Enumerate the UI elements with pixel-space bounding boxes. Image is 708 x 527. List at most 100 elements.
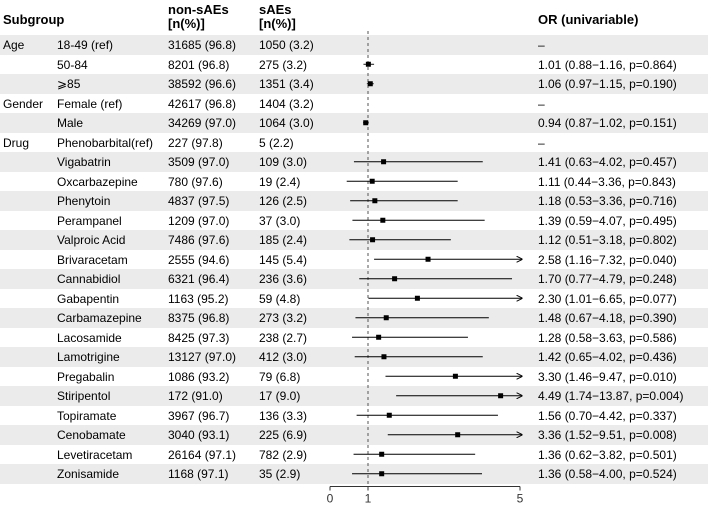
non-saes-cell: 3509 (97.0) — [168, 155, 230, 169]
header-or: OR (univariable) — [538, 12, 639, 27]
subgroup-label: Male — [57, 116, 84, 130]
or-text-cell: 2.58 (1.16−7.32, p=0.040) — [538, 252, 677, 267]
estimate-point — [365, 61, 371, 67]
or-text-cell: 1.11 (0.44−3.36, p=0.843) — [538, 174, 676, 189]
saes-cell: 275 (3.2) — [259, 57, 308, 72]
or-text-cell: 3.30 (1.46−9.47, p=0.010) — [538, 369, 677, 384]
non-saes-cell: 8425 (97.3) — [168, 330, 230, 345]
saes-cell: 145 (5.4) — [259, 252, 308, 267]
or-text-cell: 1.01 (0.88−1.16, p=0.864) — [538, 57, 677, 72]
estimate-point — [425, 256, 431, 262]
table-row: ⩾85 38592 (96.6) 1351 (3.4) 1.06 (0.97−1.15… — [0, 74, 708, 94]
table-row: Perampanel 1209 (97.0) 37 (3.0) 1.39 (0.59−… — [0, 211, 708, 231]
non-saes-cell: 780 (97.6) — [168, 174, 223, 189]
or-text-cell: 0.94 (0.87−1.02, p=0.151) — [538, 116, 677, 130]
estimate-point — [452, 373, 458, 379]
subgroup-label: Brivaracetam — [57, 252, 128, 267]
non-saes-cell: 31685 (96.8) — [168, 38, 237, 52]
estimate-point — [376, 334, 382, 340]
or-text-cell: 1.70 (0.77−4.79, p=0.248) — [538, 272, 677, 286]
or-text-cell: 1.12 (0.51−3.18, p=0.802) — [538, 233, 677, 247]
saes-cell: 35 (2.9) — [259, 467, 301, 481]
saes-cell: 238 (2.7) — [259, 330, 308, 345]
saes-cell: 79 (6.8) — [259, 369, 301, 384]
estimate-point — [383, 315, 389, 321]
header-subgroup: Subgroup — [3, 12, 65, 27]
saes-cell: 126 (2.5) — [259, 194, 308, 208]
or-text-cell: 1.48 (0.67−4.18, p=0.390) — [538, 311, 677, 325]
saes-cell: 109 (3.0) — [259, 155, 308, 169]
group-label: Age — [3, 38, 25, 52]
x-tick-label: 5 — [517, 492, 524, 506]
subgroup-label: Lamotrigine — [57, 350, 120, 364]
saes-cell: 1351 (3.4) — [259, 77, 314, 91]
estimate-point — [498, 393, 504, 399]
subgroup-label: Phenytoin — [57, 194, 111, 208]
or-text-cell: 1.06 (0.97−1.15, p=0.190) — [538, 77, 677, 91]
saes-cell: 136 (3.3) — [259, 408, 308, 423]
x-tick-label: 0 — [327, 492, 334, 506]
saes-cell: 185 (2.4) — [259, 233, 308, 247]
subgroup-label: 18-49 (ref) — [57, 38, 114, 52]
group-label: Gender — [3, 96, 44, 111]
or-text-cell: 3.36 (1.52−9.51, p=0.008) — [538, 428, 677, 442]
estimate-point — [367, 81, 373, 87]
subgroup-label: Topiramate — [57, 408, 117, 423]
header-non-saes-unit: [n(%)] — [168, 16, 205, 31]
header-saes: sAEs — [259, 2, 292, 17]
saes-cell: 37 (3.0) — [259, 213, 301, 228]
subgroup-label: Zonisamide — [57, 467, 120, 481]
subgroup-label: Oxcarbazepine — [57, 174, 138, 189]
subgroup-label: Perampanel — [57, 213, 122, 228]
saes-cell: 5 (2.2) — [259, 135, 294, 150]
table-row: Cenobamate 3040 (93.1) 225 (6.9) 3.36 (1.52… — [0, 425, 708, 445]
estimate-point — [414, 295, 420, 301]
non-saes-cell: 42617 (96.8) — [168, 96, 237, 111]
non-saes-cell: 1086 (93.2) — [168, 369, 230, 384]
saes-cell: 1404 (3.2) — [259, 96, 314, 111]
subgroup-label: Pregabalin — [57, 369, 115, 384]
estimate-point — [381, 159, 387, 165]
estimate-point — [369, 178, 375, 184]
or-text-cell: – — [538, 38, 545, 52]
non-saes-cell: 38592 (96.6) — [168, 77, 237, 91]
non-saes-cell: 6321 (96.4) — [168, 272, 230, 286]
or-text-cell: 1.36 (0.58−4.00, p=0.524) — [538, 467, 677, 481]
header-non-saes: non-sAEs — [168, 2, 229, 17]
non-saes-cell: 3040 (93.1) — [168, 428, 230, 442]
estimate-point — [372, 198, 378, 204]
estimate-point — [363, 120, 369, 126]
table-row: 50-84 8201 (96.8) 275 (3.2) 1.01 (0.88−1.16… — [0, 55, 708, 75]
non-saes-cell: 4837 (97.5) — [168, 194, 230, 208]
subgroup-label: Gabapentin — [57, 291, 120, 306]
table-row: Gender Female (ref) 42617 (96.8) 1404 (3.2)… — [0, 94, 708, 114]
saes-cell: 19 (2.4) — [259, 174, 301, 189]
saes-cell: 236 (3.6) — [259, 272, 308, 286]
estimate-point — [379, 471, 385, 477]
subgroup-label: Cenobamate — [57, 428, 126, 442]
non-saes-cell: 34269 (97.0) — [168, 116, 237, 130]
table-row: Cannabidiol 6321 (96.4) 236 (3.6) 1.70 (0.7… — [0, 269, 708, 289]
saes-cell: 1064 (3.0) — [259, 116, 314, 130]
subgroup-label: 50-84 — [57, 57, 88, 72]
subgroup-label: Levetiracetam — [57, 447, 133, 462]
or-text-cell: 1.36 (0.62−3.82, p=0.501) — [538, 447, 677, 462]
or-text-cell: 1.42 (0.65−4.02, p=0.436) — [538, 350, 677, 364]
table-row: Drug Phenobarbital(ref) 227 (97.8) 5 (2.2) – — [0, 133, 708, 153]
table-row: Stiripentol 172 (91.0) 17 (9.0) 4.49 (1.74−… — [0, 386, 708, 406]
non-saes-cell: 26164 (97.1) — [168, 447, 237, 462]
or-text-cell: 1.28 (0.58−3.63, p=0.586) — [538, 330, 677, 345]
or-text-cell: 1.39 (0.59−4.07, p=0.495) — [538, 213, 677, 228]
or-text-cell: – — [538, 135, 545, 150]
non-saes-cell: 1163 (95.2) — [168, 291, 229, 306]
saes-cell: 17 (9.0) — [259, 389, 301, 403]
table-row: Brivaracetam 2555 (94.6) 145 (5.4) 2.58 (1.… — [0, 250, 708, 270]
non-saes-cell: 7486 (97.6) — [168, 233, 230, 247]
header-saes-unit: [n(%)] — [259, 16, 296, 31]
saes-cell: 225 (6.9) — [259, 428, 308, 442]
non-saes-cell: 227 (97.8) — [168, 135, 223, 150]
subgroup-label: Vigabatrin — [57, 155, 111, 169]
or-text-cell: 4.49 (1.74−13.87, p=0.004) — [538, 389, 684, 403]
